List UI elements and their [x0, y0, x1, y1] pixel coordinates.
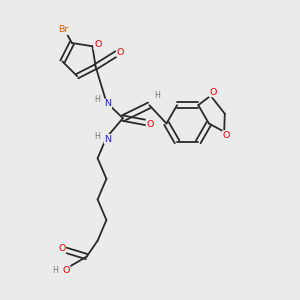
Text: O: O	[146, 120, 154, 129]
Text: O: O	[223, 131, 230, 140]
Text: O: O	[62, 266, 70, 274]
Text: O: O	[117, 47, 124, 56]
Text: H: H	[154, 91, 160, 100]
Text: N: N	[104, 99, 111, 108]
Text: H: H	[52, 266, 58, 274]
Text: O: O	[58, 244, 66, 253]
Text: N: N	[104, 135, 111, 144]
Text: H: H	[95, 132, 100, 141]
Text: H: H	[95, 95, 100, 104]
Text: O: O	[94, 40, 101, 49]
Text: Br: Br	[58, 25, 68, 34]
Text: O: O	[209, 88, 217, 97]
